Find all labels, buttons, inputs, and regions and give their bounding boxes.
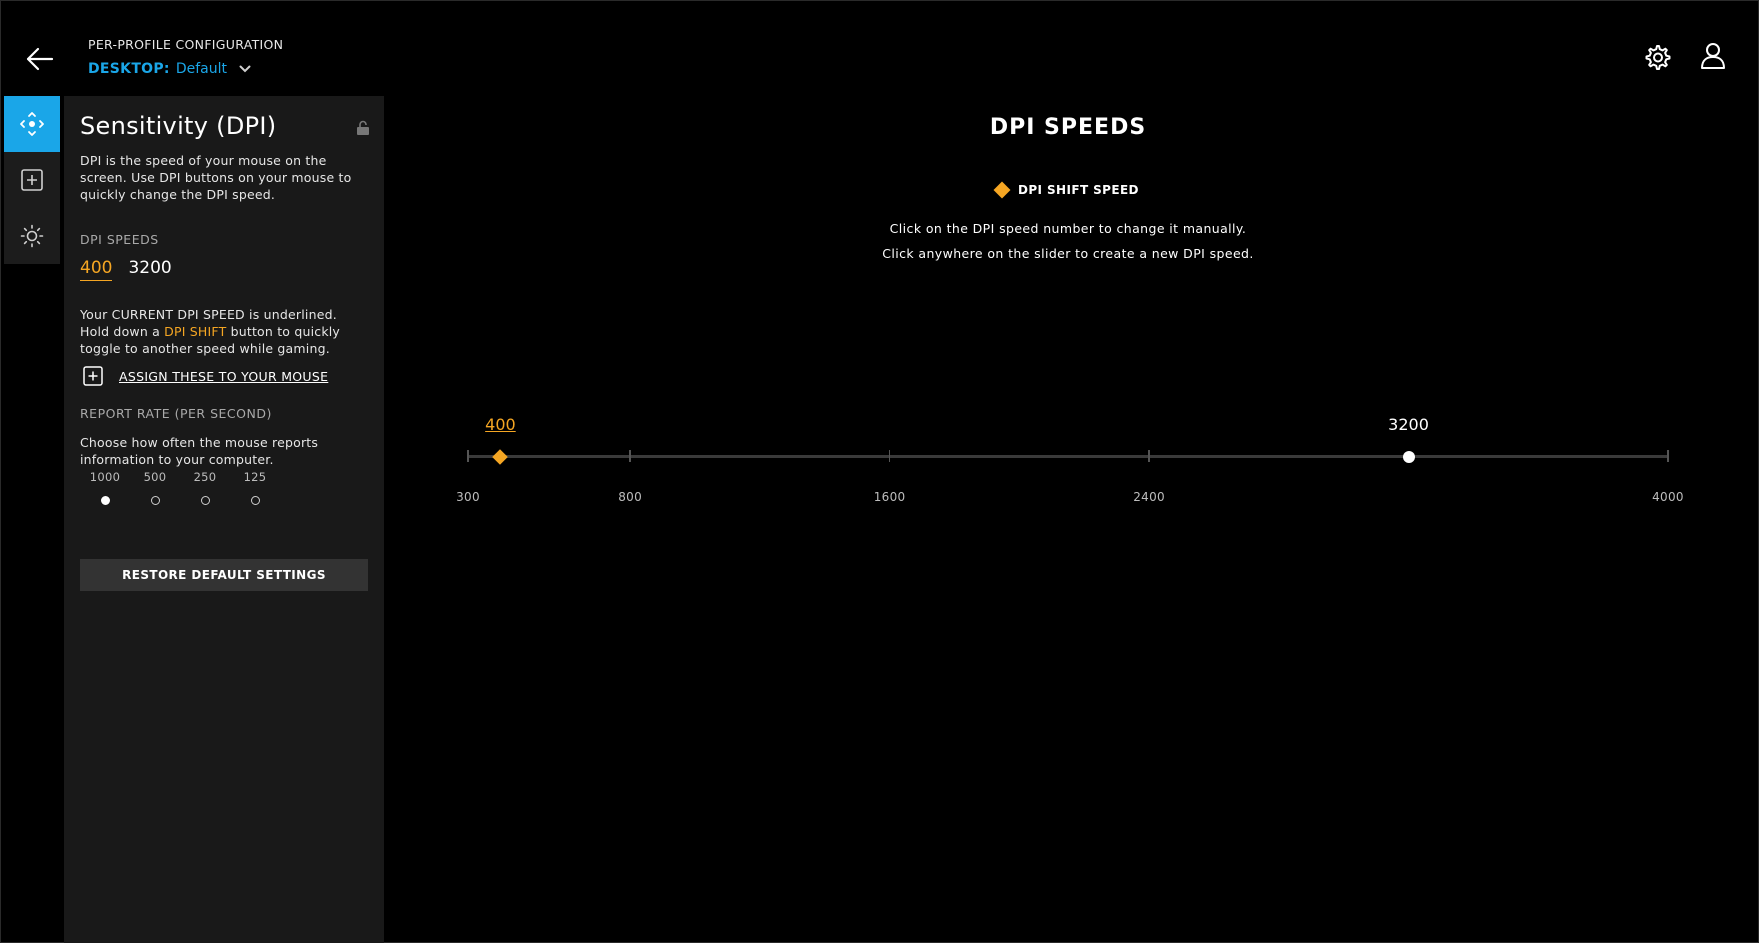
panel-description: DPI is the speed of your mouse on the sc… xyxy=(80,153,352,202)
back-arrow-icon[interactable] xyxy=(24,46,54,72)
assign-to-mouse-button[interactable]: ASSIGN THESE TO YOUR MOUSE xyxy=(83,366,328,386)
radio-button[interactable] xyxy=(150,496,160,505)
sensitivity-panel: Sensitivity (DPI) DPI is the speed of yo… xyxy=(64,96,384,943)
dpi-info-line3: toggle to another speed while gaming. xyxy=(80,341,330,356)
profile-value: Default xyxy=(175,61,227,77)
tool-rail xyxy=(4,96,60,264)
report-rate-option-125[interactable]: 125 xyxy=(230,470,280,505)
chevron-down-icon xyxy=(239,65,251,73)
slider-tick-label: 1600 xyxy=(873,490,906,504)
restore-defaults-button[interactable]: RESTORE DEFAULT SETTINGS xyxy=(80,559,368,591)
report-rate-option-250[interactable]: 250 xyxy=(180,470,230,505)
dpi-speeds-label: DPI SPEEDS xyxy=(80,232,159,247)
report-rate-label: REPORT RATE (PER SECOND) xyxy=(80,406,272,421)
dpi-shift-diamond-icon xyxy=(993,181,1011,199)
slider-tick xyxy=(888,450,891,462)
dpi-shift-highlight: DPI SHIFT xyxy=(164,324,227,339)
legend-label: DPI SHIFT SPEED xyxy=(1018,183,1139,197)
report-rate-description: Choose how often the mouse reports infor… xyxy=(80,435,319,467)
dpi-speed-item[interactable]: 3200 xyxy=(128,258,172,278)
instruction-text-2: Click anywhere on the slider to create a… xyxy=(882,246,1254,261)
dpi-shift-thumb-label[interactable]: 400 xyxy=(485,415,516,434)
slider-tick-label: 800 xyxy=(618,490,643,504)
dpi-info: Your CURRENT DPI SPEED is underlined. Ho… xyxy=(80,306,370,357)
plus-square-icon xyxy=(21,169,43,191)
dpi-slider-track[interactable] xyxy=(468,455,1668,458)
radio-button[interactable] xyxy=(250,496,260,505)
dpi-speed-current[interactable]: 400 xyxy=(80,258,113,281)
unlock-icon[interactable] xyxy=(356,120,370,136)
slider-tick-label: 4000 xyxy=(1652,490,1684,504)
panel-title: Sensitivity (DPI) xyxy=(80,112,277,140)
dpi-thumb-label[interactable]: 3200 xyxy=(1388,415,1429,434)
report-rate-options: 1000 500 250 125 xyxy=(80,470,280,505)
sun-lighting-icon xyxy=(20,224,44,248)
report-rate-option-label: 1000 xyxy=(89,470,121,484)
report-rate-option-1000[interactable]: 1000 xyxy=(80,470,130,505)
slider-tick xyxy=(1148,450,1150,462)
dpi-thumb[interactable] xyxy=(1402,450,1415,463)
profile-key: DESKTOP: xyxy=(88,61,170,77)
profile-selector[interactable]: DESKTOP: Default xyxy=(88,61,251,77)
main-title: DPI SPEEDS xyxy=(989,115,1147,140)
instruction-text-1: Click on the DPI speed number to change … xyxy=(889,221,1247,236)
move-pointer-icon xyxy=(20,112,44,136)
dpi-info-line2: Hold down a DPI SHIFT button to quickly xyxy=(80,323,370,340)
dpi-slider[interactable]: 300 800 1600 2400 4000 400 3200 xyxy=(456,415,1683,504)
rail-item-sensitivity[interactable] xyxy=(4,96,60,152)
plus-square-icon xyxy=(83,366,103,386)
dpi-speed-list: 400 3200 xyxy=(80,258,172,281)
dpi-info-line2-pre: Hold down a xyxy=(80,324,165,339)
slider-tick xyxy=(1667,450,1669,462)
assign-label: ASSIGN THESE TO YOUR MOUSE xyxy=(119,368,329,384)
report-rate-option-label: 500 xyxy=(143,470,167,484)
report-rate-option-label: 250 xyxy=(193,470,217,484)
report-rate-option-500[interactable]: 500 xyxy=(130,470,180,505)
dpi-info-line1: Your CURRENT DPI SPEED is underlined. xyxy=(80,307,337,322)
legend: DPI SHIFT SPEED xyxy=(993,181,1139,199)
slider-tick xyxy=(629,450,631,462)
rail-item-assignments[interactable] xyxy=(4,152,60,208)
radio-button[interactable] xyxy=(100,496,110,505)
dpi-info-line2-post: button to quickly xyxy=(226,324,341,339)
report-rate-option-label: 125 xyxy=(243,470,267,484)
gear-icon[interactable] xyxy=(1643,43,1671,71)
user-icon[interactable] xyxy=(1700,42,1726,70)
slider-tick-label: 300 xyxy=(456,490,480,504)
page-heading: PER-PROFILE CONFIGURATION xyxy=(88,37,284,52)
slider-tick-label: 2400 xyxy=(1133,490,1165,504)
slider-tick xyxy=(467,450,469,462)
rail-item-lighting[interactable] xyxy=(4,208,60,264)
radio-button[interactable] xyxy=(200,496,210,505)
